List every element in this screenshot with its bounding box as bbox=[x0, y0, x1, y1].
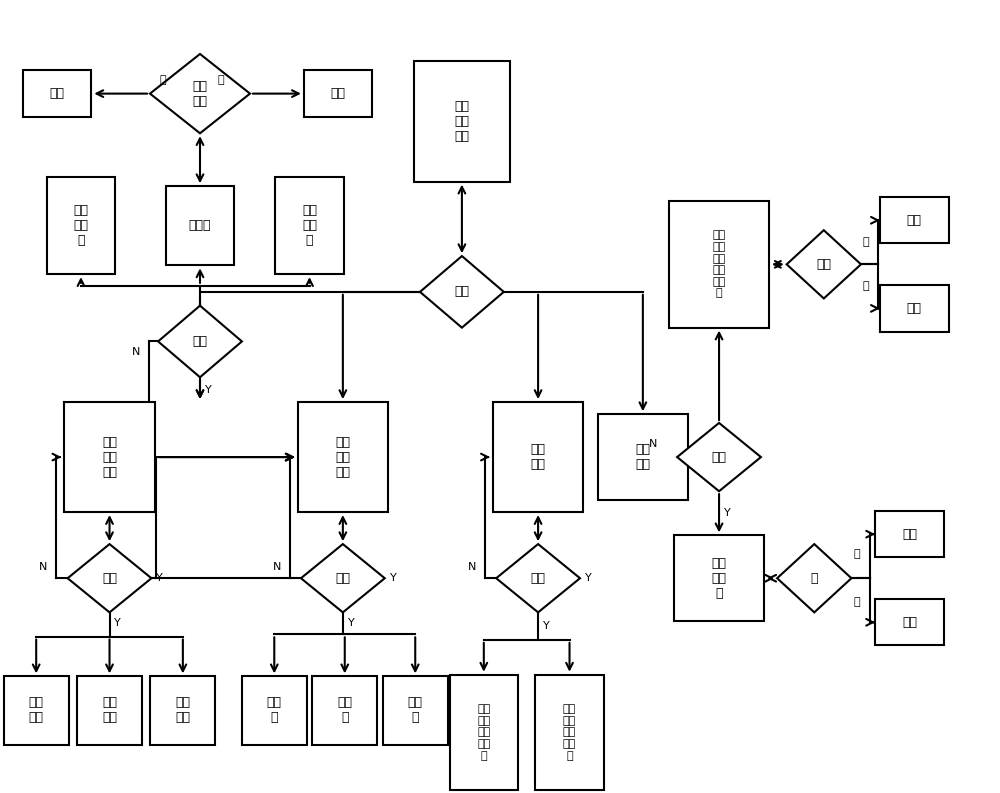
Text: 曝光
时间: 曝光 时间 bbox=[192, 79, 207, 108]
Text: 温度
场: 温度 场 bbox=[267, 696, 282, 724]
FancyBboxPatch shape bbox=[275, 178, 344, 274]
Polygon shape bbox=[677, 423, 761, 491]
FancyBboxPatch shape bbox=[23, 71, 91, 117]
Text: 调节: 调节 bbox=[712, 450, 727, 464]
Text: 力加
载装
置: 力加 载装 置 bbox=[712, 557, 727, 600]
Text: 标定
图像: 标定 图像 bbox=[175, 696, 190, 724]
Polygon shape bbox=[420, 256, 504, 328]
Text: 调节: 调节 bbox=[531, 572, 546, 584]
Text: 减小: 减小 bbox=[907, 302, 922, 315]
FancyBboxPatch shape bbox=[383, 676, 448, 745]
Polygon shape bbox=[150, 54, 250, 133]
Text: 图像
处理
单元: 图像 处理 单元 bbox=[335, 435, 350, 479]
Text: N: N bbox=[39, 562, 47, 573]
Text: 同步
控制
单元: 同步 控制 单元 bbox=[454, 100, 469, 143]
Text: 位移
场: 位移 场 bbox=[408, 696, 423, 724]
Text: Y: Y bbox=[390, 573, 396, 583]
Polygon shape bbox=[158, 305, 242, 377]
Text: 红外
测温
仪: 红外 测温 仪 bbox=[302, 205, 317, 247]
FancyBboxPatch shape bbox=[242, 676, 307, 745]
Text: Y: Y bbox=[585, 573, 592, 583]
Text: 启动: 启动 bbox=[454, 285, 469, 298]
Text: Y: Y bbox=[543, 621, 550, 630]
FancyBboxPatch shape bbox=[47, 178, 115, 274]
Text: Y: Y bbox=[205, 385, 212, 395]
Text: 增大: 增大 bbox=[907, 214, 922, 227]
Text: 加力: 加力 bbox=[902, 527, 917, 541]
Text: 小: 小 bbox=[853, 549, 860, 559]
Text: Y: Y bbox=[156, 573, 163, 583]
FancyBboxPatch shape bbox=[414, 60, 510, 182]
Text: 第三
智能
电磁
气体
流量
计: 第三 智能 电磁 气体 流量 计 bbox=[712, 230, 726, 298]
FancyBboxPatch shape bbox=[450, 675, 518, 791]
Text: N: N bbox=[468, 562, 476, 573]
FancyBboxPatch shape bbox=[875, 600, 944, 646]
Text: 流量: 流量 bbox=[816, 258, 831, 271]
Text: 采集: 采集 bbox=[102, 572, 117, 584]
Text: Y: Y bbox=[724, 508, 731, 519]
Text: 助燃
气体
电磁
流量
计: 助燃 气体 电磁 流量 计 bbox=[563, 704, 576, 760]
FancyBboxPatch shape bbox=[880, 285, 949, 331]
Polygon shape bbox=[68, 544, 151, 612]
Text: 低: 低 bbox=[863, 237, 869, 247]
Polygon shape bbox=[787, 230, 861, 298]
Text: 高: 高 bbox=[217, 75, 224, 86]
Text: 加时: 加时 bbox=[50, 87, 65, 100]
Text: 高温
补光
灯: 高温 补光 灯 bbox=[73, 205, 88, 247]
Text: 燃料
装置: 燃料 装置 bbox=[531, 443, 546, 471]
Text: 减时: 减时 bbox=[331, 87, 346, 100]
Text: 应变
场: 应变 场 bbox=[337, 696, 352, 724]
FancyBboxPatch shape bbox=[304, 71, 372, 117]
FancyBboxPatch shape bbox=[493, 402, 583, 512]
FancyBboxPatch shape bbox=[875, 511, 944, 557]
FancyBboxPatch shape bbox=[150, 676, 215, 745]
FancyBboxPatch shape bbox=[4, 676, 69, 745]
Polygon shape bbox=[496, 544, 580, 612]
Polygon shape bbox=[777, 544, 851, 612]
Text: N: N bbox=[131, 347, 140, 358]
Text: Y: Y bbox=[348, 619, 354, 628]
FancyBboxPatch shape bbox=[77, 676, 142, 745]
Text: 可燃
气体
电磁
流量
计: 可燃 气体 电磁 流量 计 bbox=[477, 704, 490, 760]
Text: 调节: 调节 bbox=[192, 335, 207, 348]
Text: 加载
平台: 加载 平台 bbox=[635, 443, 650, 471]
Text: 光点
温度: 光点 温度 bbox=[29, 696, 44, 724]
FancyBboxPatch shape bbox=[298, 402, 388, 512]
Text: 摄像机: 摄像机 bbox=[189, 220, 211, 232]
FancyBboxPatch shape bbox=[64, 402, 155, 512]
Text: 底: 底 bbox=[160, 75, 167, 86]
Text: 高: 高 bbox=[863, 282, 869, 291]
FancyBboxPatch shape bbox=[598, 414, 688, 500]
Text: 大: 大 bbox=[853, 597, 860, 607]
FancyBboxPatch shape bbox=[166, 186, 234, 266]
Text: Y: Y bbox=[114, 619, 121, 628]
FancyBboxPatch shape bbox=[674, 535, 764, 621]
FancyBboxPatch shape bbox=[535, 675, 604, 791]
FancyBboxPatch shape bbox=[312, 676, 377, 745]
FancyBboxPatch shape bbox=[669, 201, 769, 328]
Text: 测量: 测量 bbox=[335, 572, 350, 584]
Text: 减力: 减力 bbox=[902, 616, 917, 629]
Text: 图像
采集
单元: 图像 采集 单元 bbox=[102, 435, 117, 479]
Text: N: N bbox=[649, 439, 657, 449]
Text: N: N bbox=[272, 562, 281, 573]
Polygon shape bbox=[301, 544, 385, 612]
Text: 试件
图像: 试件 图像 bbox=[102, 696, 117, 724]
FancyBboxPatch shape bbox=[880, 197, 949, 243]
Text: 力: 力 bbox=[811, 572, 818, 584]
